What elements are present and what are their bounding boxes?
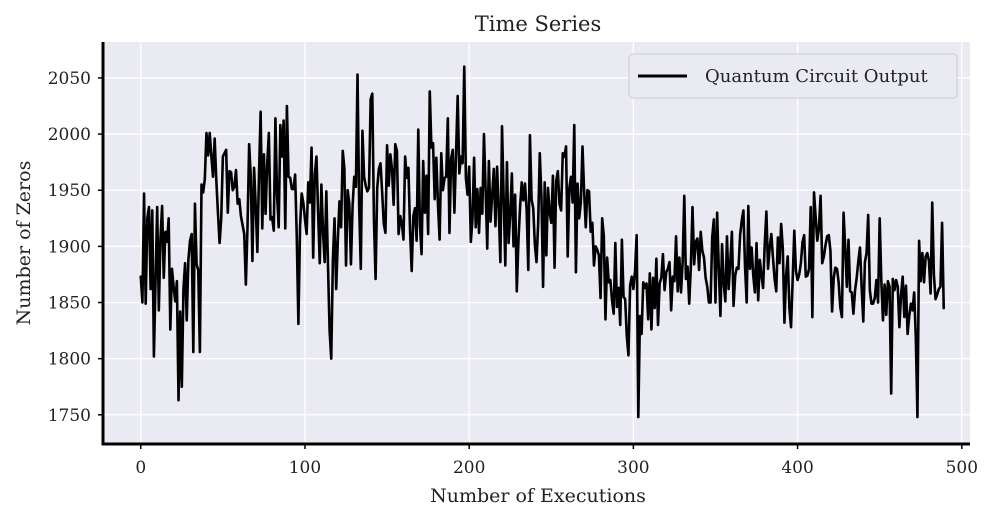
series-line-quantum-circuit-output [139, 65, 946, 419]
y-tick-label: 1800 [48, 350, 91, 370]
legend-label: Quantum Circuit Output [705, 66, 929, 87]
y-tick-label: 1850 [48, 294, 91, 314]
y-tick-label: 1900 [48, 237, 91, 257]
x-tick-label: 100 [289, 458, 321, 478]
x-axis-title: Number of Executions [430, 485, 646, 507]
series-layer [139, 65, 946, 419]
axes [101, 42, 970, 446]
tick-labels: 0 100 200 300 400 500 1750 1800 1850 1900 1950 2000… [48, 69, 978, 478]
x-tick-label: 500 [946, 458, 978, 478]
x-tick-label: 300 [617, 458, 649, 478]
x-tick-label: 400 [781, 458, 813, 478]
y-tick-label: 1950 [48, 181, 91, 201]
y-tick-label: 2050 [48, 69, 91, 89]
y-axis-title: Number of Zeros [13, 161, 35, 326]
y-tick-label: 1750 [48, 406, 91, 426]
legend: Quantum Circuit Output [628, 53, 958, 99]
legend-box [628, 53, 958, 99]
x-tick-label: 0 [135, 458, 146, 478]
chart-title: Time Series [475, 12, 602, 36]
x-tick-label: 200 [453, 458, 485, 478]
y-tick-label: 2000 [48, 125, 91, 145]
